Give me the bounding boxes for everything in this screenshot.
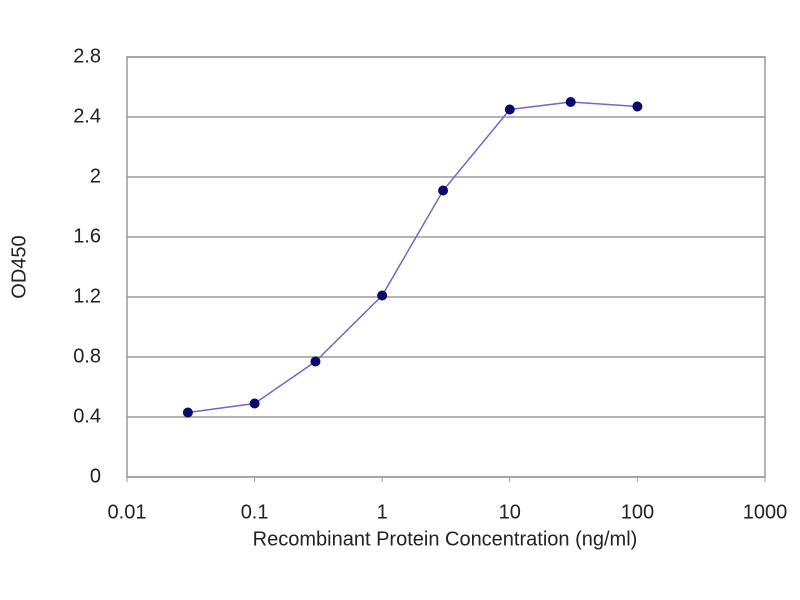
y-tick-label: 0 xyxy=(90,465,101,487)
y-tick-label: 1.6 xyxy=(73,225,101,247)
data-point xyxy=(310,356,321,367)
plot-area xyxy=(126,56,766,478)
x-tick-label: 0.1 xyxy=(241,501,269,523)
y-tick-label: 2 xyxy=(90,165,101,187)
data-point xyxy=(565,97,576,107)
x-tick-label: 100 xyxy=(621,501,654,523)
y-axis-label: OD450 xyxy=(8,235,30,298)
x-tick-label: 1 xyxy=(377,501,388,523)
x-tick-label: 10 xyxy=(499,501,521,523)
y-tick-label: 0.4 xyxy=(73,405,101,427)
data-point xyxy=(377,290,388,301)
series-line xyxy=(187,101,638,414)
y-tick-label: 0.8 xyxy=(73,345,101,367)
y-tick-label: 2.4 xyxy=(73,105,101,127)
data-point xyxy=(182,407,193,418)
x-axis-label: Recombinant Protein Concentration (ng/ml… xyxy=(253,528,638,550)
data-point xyxy=(249,398,260,409)
x-tick-label: 1000 xyxy=(743,501,788,523)
data-point xyxy=(504,104,515,115)
y-tick-label: 1.2 xyxy=(73,285,101,307)
x-tick-label: 0.01 xyxy=(108,501,147,523)
data-point xyxy=(438,185,449,196)
data-point xyxy=(632,101,643,112)
y-tick-label: 2.8 xyxy=(73,45,101,67)
